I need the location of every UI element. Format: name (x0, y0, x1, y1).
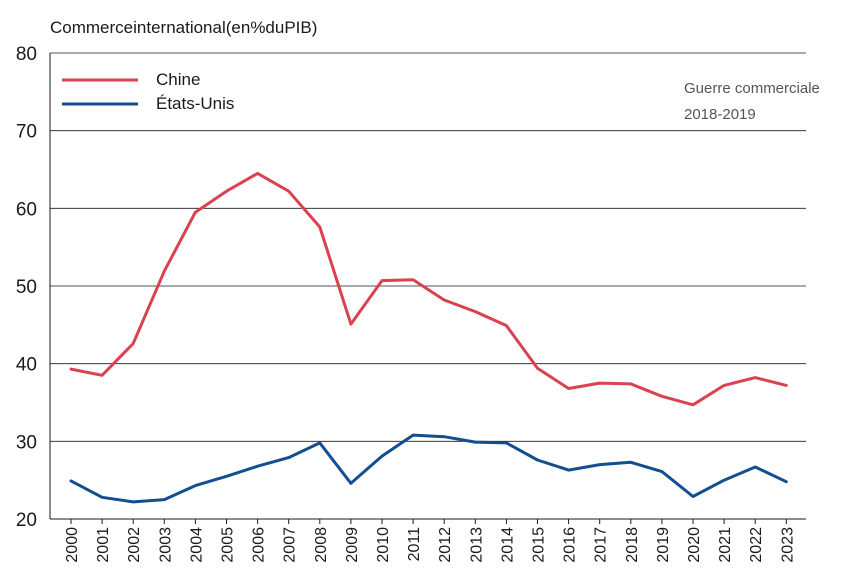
y-tick-label: 60 (16, 199, 37, 220)
data-point (194, 484, 197, 487)
data-point (349, 322, 353, 326)
y-tick-label: 70 (16, 122, 37, 143)
x-tick-label: 2023 (779, 527, 796, 563)
y-tick-label: 40 (16, 355, 37, 376)
legend-label-etats-unis: États-Unis (156, 94, 234, 113)
y-tick-label: 50 (16, 277, 37, 298)
series-line-etats-unis (69, 433, 788, 504)
x-tick-label: 2000 (64, 527, 81, 563)
data-point (754, 376, 757, 379)
data-point (505, 441, 508, 445)
series-lines (69, 171, 788, 504)
x-tick-label: 2021 (717, 527, 734, 563)
y-tick-label: 30 (16, 432, 37, 453)
data-point (256, 464, 259, 468)
data-point (163, 270, 166, 273)
data-point (225, 190, 228, 193)
data-point (349, 482, 353, 485)
x-tick-labels: 2000 2001 2002 2003 2004 2005 2006 2007 2008 2009… (64, 527, 796, 563)
data-point (380, 454, 384, 458)
y-tick-label: 80 (16, 44, 37, 65)
data-point (536, 367, 539, 370)
data-point (225, 475, 228, 478)
legend-label-chine: Chine (156, 70, 200, 89)
data-point (629, 382, 632, 386)
data-point (660, 470, 664, 473)
x-tick-label: 2022 (748, 527, 765, 563)
x-tick-label: 2018 (624, 527, 641, 563)
x-tick-label: 2004 (188, 527, 205, 563)
x-tick-label: 2005 (220, 527, 237, 563)
data-point (443, 435, 446, 438)
x-tick-label: 2016 (562, 527, 579, 563)
data-point (785, 480, 788, 483)
data-point (256, 172, 259, 175)
x-tick-label: 2013 (468, 527, 485, 563)
data-point (629, 461, 632, 464)
data-point (411, 278, 415, 281)
data-point (722, 384, 726, 387)
series-line-chine (69, 171, 788, 407)
data-point (318, 225, 321, 229)
x-tick-label: 2010 (375, 527, 392, 563)
y-tick-label: 20 (16, 510, 37, 531)
x-tick-label: 2003 (157, 527, 174, 563)
x-tick-label: 2019 (655, 527, 672, 563)
data-point (443, 298, 446, 302)
data-point (505, 324, 508, 327)
data-point (287, 456, 290, 459)
x-tick-label: 2015 (531, 527, 548, 563)
data-point (691, 403, 695, 407)
x-tick-label: 2006 (251, 527, 268, 563)
x-tick-label: 2017 (593, 527, 610, 563)
data-point (691, 495, 695, 498)
data-point (100, 496, 104, 499)
data-point (598, 381, 601, 385)
data-point (132, 500, 135, 504)
annotation: Guerre commerciale 2018-2019 (684, 80, 820, 123)
x-tick-label: 2020 (686, 527, 703, 563)
x-tick-label: 2008 (313, 527, 330, 563)
data-point (380, 279, 384, 282)
data-point (567, 387, 570, 390)
data-point (163, 498, 166, 501)
axes (49, 53, 806, 524)
data-point (318, 441, 321, 445)
data-point (660, 395, 664, 398)
x-tick-label: 2007 (282, 527, 299, 563)
data-point (69, 479, 73, 483)
legend: Chine États-Unis (62, 70, 234, 113)
annotation-line-1: Guerre commerciale (684, 80, 820, 97)
data-point (194, 211, 197, 214)
x-tick-label: 2002 (126, 527, 143, 563)
y-axis-title: Commerceinternational(en%duPIB) (50, 18, 317, 37)
data-point (785, 384, 788, 387)
x-tick-label: 2011 (406, 527, 423, 562)
annotation-line-2: 2018-2019 (684, 106, 756, 123)
data-point (287, 190, 290, 193)
data-point (754, 465, 757, 469)
data-point (132, 342, 135, 345)
x-tick-label: 2014 (499, 527, 516, 563)
data-point (536, 458, 539, 462)
data-point (100, 374, 104, 377)
y-tick-labels: 20 30 40 50 60 70 80 (16, 44, 37, 531)
gridlines (50, 52, 806, 442)
x-tick-label: 2009 (344, 527, 361, 563)
x-tick-label: 2001 (95, 527, 112, 563)
data-point (598, 463, 601, 466)
data-point (474, 310, 477, 313)
data-point (474, 440, 477, 444)
data-point (567, 468, 570, 472)
data-point (69, 367, 73, 371)
data-point (411, 433, 415, 437)
data-point (722, 478, 726, 482)
x-tick-label: 2012 (437, 527, 454, 563)
